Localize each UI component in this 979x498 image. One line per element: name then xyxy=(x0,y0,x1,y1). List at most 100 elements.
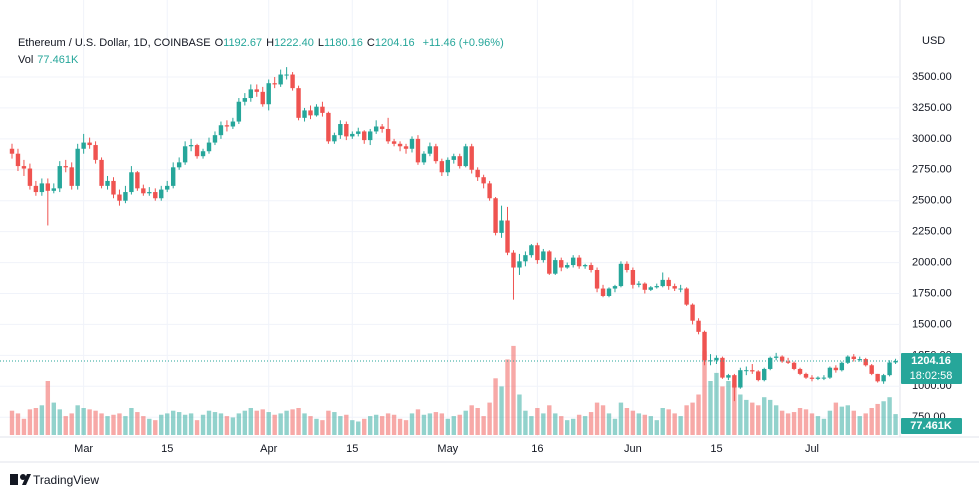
volume-bar xyxy=(457,414,462,435)
candle-body xyxy=(45,183,51,191)
ohlc-value: 1222.40 xyxy=(274,37,314,49)
candle-body xyxy=(314,106,319,116)
candle-body xyxy=(39,183,45,193)
volume-bar xyxy=(809,413,815,435)
volume-bar xyxy=(702,351,707,435)
change: +11.46 (+0.96%) xyxy=(422,37,504,49)
volume-bar xyxy=(672,413,677,435)
symbol: Ethereum / U.S. Dollar, 1D, COINBASE xyxy=(18,37,211,49)
volume-bar xyxy=(684,405,689,435)
candle-body xyxy=(869,365,874,374)
x-tick-label: Mar xyxy=(74,443,93,455)
volume-bar xyxy=(797,408,803,435)
candle-body xyxy=(893,361,898,363)
candle-body xyxy=(565,265,570,268)
volume-bar xyxy=(827,410,833,435)
volume-bar xyxy=(869,408,874,435)
candle-body xyxy=(475,169,480,178)
y-tick-label: 1750.00 xyxy=(912,287,952,299)
candle-body xyxy=(678,288,683,290)
x-tick-label: 15 xyxy=(346,443,358,455)
volume-bar xyxy=(87,409,92,435)
candle-body xyxy=(356,131,361,134)
volume-bar xyxy=(391,414,397,435)
volume-bar xyxy=(356,421,361,435)
volume-bar xyxy=(123,416,128,435)
candle-body xyxy=(182,146,188,163)
volume-bar xyxy=(39,405,45,435)
candle-body xyxy=(666,279,671,287)
candle-body xyxy=(582,265,588,267)
candle-body xyxy=(642,283,648,290)
candle-body xyxy=(463,146,468,167)
volume-bar xyxy=(714,372,719,435)
candle-body xyxy=(320,106,325,113)
volume-bar xyxy=(588,412,594,435)
candle-body xyxy=(750,370,755,372)
volume-bar xyxy=(188,413,194,435)
volume-bar xyxy=(857,416,862,435)
candle-body xyxy=(529,245,534,256)
candle-body xyxy=(845,356,850,363)
volume-bar xyxy=(833,402,839,435)
volume-bar xyxy=(648,416,653,435)
candle-body xyxy=(708,360,713,362)
candle-body xyxy=(427,146,433,154)
volume-bar xyxy=(821,418,827,435)
candle-body xyxy=(815,377,821,379)
volume-bar xyxy=(278,413,283,435)
volume-bar xyxy=(147,418,152,435)
volume-bar xyxy=(636,413,642,435)
candle-body xyxy=(559,260,564,268)
candle-body xyxy=(338,124,343,136)
volume-bar xyxy=(708,381,713,435)
volume-bar xyxy=(338,416,343,435)
candle-body xyxy=(791,362,797,369)
volume-bar xyxy=(559,416,564,435)
x-tick-label: 15 xyxy=(161,443,173,455)
volume-bar xyxy=(344,414,349,435)
candle-body xyxy=(27,168,33,186)
volume-bar xyxy=(284,410,289,435)
volume-bar xyxy=(696,394,701,435)
volume-bar xyxy=(379,416,385,435)
candle-body xyxy=(576,257,582,267)
volume-bar xyxy=(254,410,259,435)
volume-bar xyxy=(212,412,218,435)
volume-bar xyxy=(630,410,636,435)
volume-bar xyxy=(463,410,468,435)
candle-body xyxy=(433,146,439,162)
volume-bar xyxy=(582,416,588,435)
volume-bar xyxy=(409,413,415,435)
volume-bar xyxy=(887,397,892,435)
volume-bar xyxy=(666,409,671,435)
volume-bar xyxy=(153,420,158,435)
candle-body xyxy=(368,131,373,141)
candle-body xyxy=(600,288,606,296)
candle-body xyxy=(773,356,779,358)
volume-bar xyxy=(99,413,104,435)
volume-bar xyxy=(642,414,648,435)
ohlc-key: H xyxy=(266,37,275,49)
volume-bar xyxy=(875,403,880,435)
candle-body xyxy=(21,166,27,169)
volume-bar xyxy=(624,408,630,435)
volume-bar xyxy=(535,408,540,435)
volume-badge-text: 77.461K xyxy=(910,420,952,432)
volume-bar xyxy=(445,418,451,435)
ohlc-key: C xyxy=(366,37,375,49)
candle-body xyxy=(541,251,546,261)
candle-body xyxy=(612,286,618,289)
volume-bar xyxy=(654,420,659,435)
y-tick-label: 3500.00 xyxy=(912,71,952,83)
volume-bar xyxy=(117,413,122,435)
volume-bar xyxy=(863,413,868,435)
candle-body xyxy=(887,362,892,376)
candle-body xyxy=(779,356,785,362)
candle-body xyxy=(284,74,289,76)
candle-body xyxy=(105,180,110,186)
ohlc-value: 1180.16 xyxy=(323,37,363,49)
candle-body xyxy=(833,367,839,371)
candle-body xyxy=(756,371,761,381)
